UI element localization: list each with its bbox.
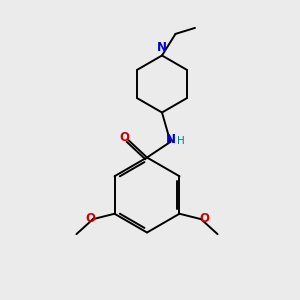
Text: O: O [120,131,130,144]
Text: O: O [85,212,95,225]
Text: H: H [177,136,185,146]
Text: N: N [157,41,167,54]
Text: N: N [166,133,176,146]
Text: O: O [199,212,209,225]
